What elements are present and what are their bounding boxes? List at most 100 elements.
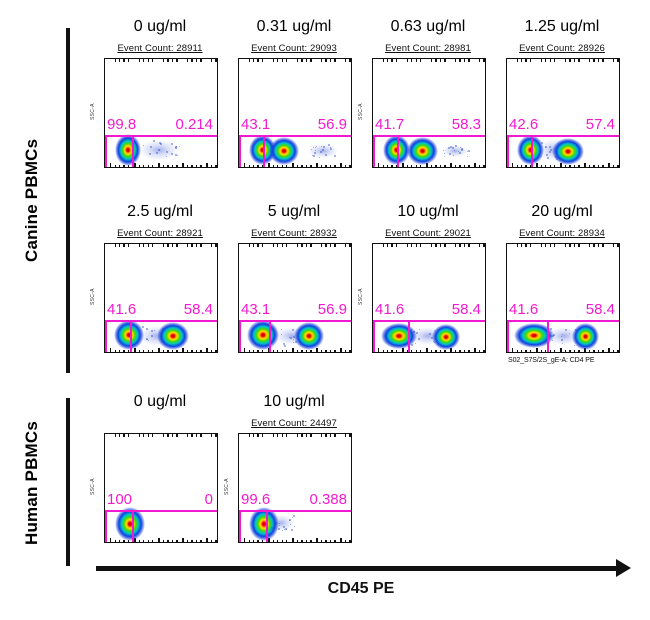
x-tick-2-3 xyxy=(391,165,392,168)
x-tick-top-1-16 xyxy=(321,59,322,62)
x-tick-9-6 xyxy=(273,540,274,543)
x-tick-top-1-11 xyxy=(297,59,298,62)
x-tick-top-8-1 xyxy=(115,434,116,437)
x-tick-2-18 xyxy=(464,165,465,168)
x-tick-3-11 xyxy=(565,165,566,168)
y-tick-1-3 xyxy=(238,130,239,131)
gate-horizontal-1[interactable] xyxy=(239,135,351,137)
gate-divider-3[interactable] xyxy=(531,135,533,167)
x-tick-top-5-1 xyxy=(249,244,250,247)
gate-horizontal-2[interactable] xyxy=(373,135,485,137)
x-tick-top-1-2 xyxy=(253,59,254,62)
x-tick-top-9-1 xyxy=(249,434,250,437)
gate-divider-9[interactable] xyxy=(266,510,268,542)
x-tick-top-0-16 xyxy=(187,59,188,62)
x-tick-3-8 xyxy=(550,165,551,168)
x-tick-top-8-6 xyxy=(139,434,140,437)
speck-9-1-11 xyxy=(293,515,295,517)
x-tick-top-0-4 xyxy=(128,59,129,62)
gate-divider-0[interactable] xyxy=(132,135,134,167)
plot-box-8[interactable]: 100 0 xyxy=(104,433,218,543)
y-tick-0-1 xyxy=(104,96,105,97)
speck-1-2-1 xyxy=(313,155,315,157)
population-CD45-positive-4 xyxy=(157,322,189,350)
gate-horizontal-5[interactable] xyxy=(239,320,351,322)
y-tick-3-3 xyxy=(506,130,507,131)
plot-box-4[interactable]: 41.6 58.4 xyxy=(104,243,218,353)
x-tick-top-5-12 xyxy=(301,244,302,247)
gate-horizontal-0[interactable] xyxy=(105,135,217,137)
gate-horizontal-9[interactable] xyxy=(239,510,351,512)
gate-left-edge-6 xyxy=(373,320,375,352)
population-CD45-positive-7 xyxy=(572,323,599,350)
gate-pct-left-8: 100 xyxy=(107,492,132,507)
x-tick-5-9 xyxy=(286,350,287,353)
speck-9-1-5 xyxy=(290,524,291,525)
gate-horizontal-4[interactable] xyxy=(105,320,217,322)
plot-box-6[interactable]: 41.6 58.4 xyxy=(372,243,486,353)
gate-horizontal-6[interactable] xyxy=(373,320,485,322)
gate-divider-2[interactable] xyxy=(397,135,399,167)
x-tick-top-8-7 xyxy=(143,434,144,437)
x-tick-top-3-16 xyxy=(589,59,590,62)
x-tick-top-3-9 xyxy=(554,59,555,62)
x-tick-0-9 xyxy=(152,165,153,168)
plot-box-0[interactable]: 99.8 0.214 xyxy=(104,58,218,168)
gate-horizontal-3[interactable] xyxy=(507,135,619,137)
y-axis-label-8: SSC-A xyxy=(90,465,96,495)
y-tick-2-0 xyxy=(372,78,373,79)
panel-title-1: 0.31 ug/ml xyxy=(224,18,364,36)
x-tick-top-1-3 xyxy=(257,59,258,62)
gate-divider-6[interactable] xyxy=(408,320,410,352)
x-tick-6-13 xyxy=(440,350,441,353)
gate-divider-5[interactable] xyxy=(269,320,271,352)
gate-pct-right-1: 56.9 xyxy=(318,117,347,132)
speck-2-2-6 xyxy=(452,147,454,149)
gate-divider-7[interactable] xyxy=(547,320,549,352)
x-tick-1-17 xyxy=(325,165,326,168)
x-tick-7-20 xyxy=(608,348,609,352)
panel-title-7: 20 ug/ml xyxy=(492,203,632,221)
x-tick-4-8 xyxy=(148,350,149,353)
x-tick-5-2 xyxy=(253,350,254,353)
plot-box-7[interactable]: 41.6 58.4 xyxy=(506,243,620,353)
x-tick-0-18 xyxy=(196,165,197,168)
x-tick-4-15 xyxy=(182,348,183,352)
gate-horizontal-7[interactable] xyxy=(507,320,619,322)
x-tick-6-22 xyxy=(483,350,484,353)
x-tick-top-4-18 xyxy=(196,244,197,247)
population-CD45-negative-0 xyxy=(115,134,141,166)
x-tick-top-5-6 xyxy=(273,244,274,247)
plot-box-1[interactable]: 43.1 56.9 xyxy=(238,58,352,168)
x-axis-caption: CD45 PE xyxy=(96,580,626,598)
plot-box-3[interactable]: 42.6 57.4 xyxy=(506,58,620,168)
x-tick-6-19 xyxy=(468,350,469,353)
gate-divider-4[interactable] xyxy=(130,320,132,352)
gate-horizontal-8[interactable] xyxy=(105,510,217,512)
x-tick-7-9 xyxy=(554,350,555,353)
x-tick-6-12 xyxy=(435,350,436,353)
speck-0-1-14 xyxy=(179,146,180,147)
x-tick-top-0-18 xyxy=(196,59,197,62)
x-tick-8-7 xyxy=(143,540,144,543)
x-tick-top-4-13 xyxy=(172,244,173,247)
plot-box-2[interactable]: 41.7 58.3 xyxy=(372,58,486,168)
y-tick-6-2 xyxy=(372,298,373,299)
gate-pct-right-0: 0.214 xyxy=(175,117,213,132)
speck-0-1-16 xyxy=(166,156,167,157)
speck-1-2-8 xyxy=(312,155,313,156)
x-tick-8-10 xyxy=(158,538,159,542)
gate-left-edge-3 xyxy=(507,135,509,167)
gate-divider-8[interactable] xyxy=(132,510,134,542)
speck-1-2-0 xyxy=(315,150,316,151)
x-tick-top-9-22 xyxy=(349,434,350,437)
plot-box-5[interactable]: 43.1 56.9 xyxy=(238,243,352,353)
x-tick-top-7-19 xyxy=(602,244,603,247)
gate-divider-1[interactable] xyxy=(263,135,265,167)
speck-0-1-13 xyxy=(171,153,173,155)
plot-box-9[interactable]: 99.6 0.388 xyxy=(238,433,352,543)
group-label-canine-pbmcs: Canine PBMCs xyxy=(22,55,50,345)
x-tick-0-14 xyxy=(176,165,177,168)
x-tick-2-22 xyxy=(483,165,484,168)
x-tick-4-18 xyxy=(196,350,197,353)
